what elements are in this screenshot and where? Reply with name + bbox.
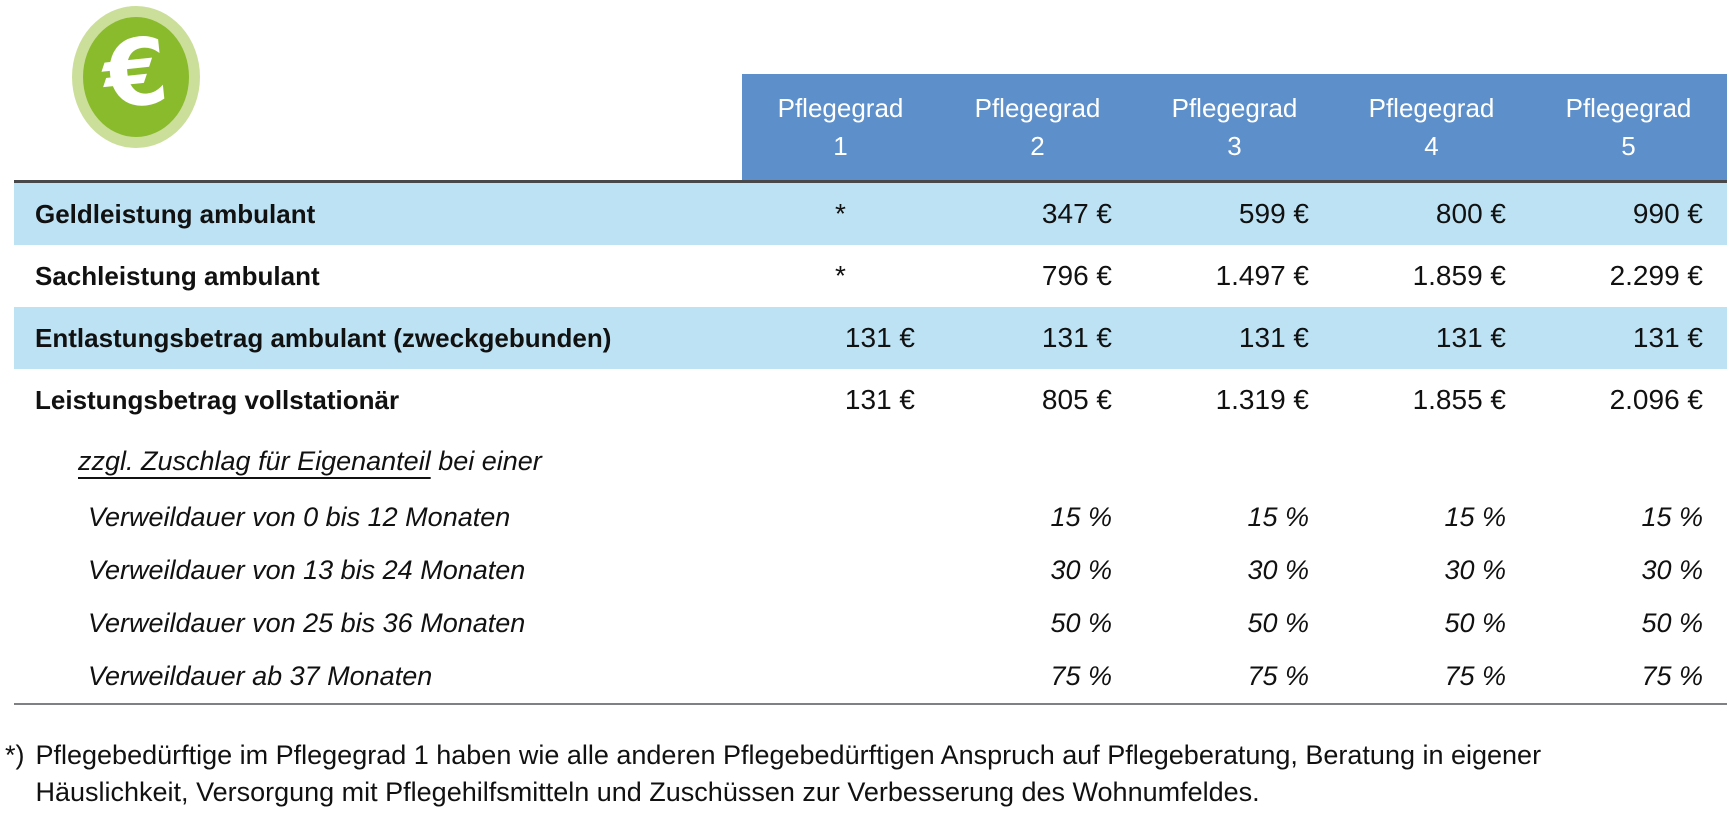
column-header-grade: 1 bbox=[833, 131, 848, 161]
cell-value: 131 € bbox=[844, 322, 915, 353]
cell-value: 30 % bbox=[1444, 555, 1506, 585]
column-header-grade: 4 bbox=[1424, 131, 1439, 161]
footnote-line-1: Pflegebedürftige im Pflegegrad 1 haben w… bbox=[35, 740, 1542, 770]
cell-value: 1.859 € bbox=[1412, 260, 1506, 291]
cell-value: 805 € bbox=[1041, 384, 1112, 415]
row-label: Leistungsbetrag vollstationär bbox=[35, 384, 400, 415]
cell-value: 131 € bbox=[1041, 322, 1112, 353]
euro-coin-inner: € bbox=[83, 17, 189, 137]
cell-value: 15 % bbox=[1444, 502, 1506, 532]
cell-value: * bbox=[835, 260, 846, 291]
column-header-title: Pflegegrad bbox=[1565, 93, 1692, 123]
cell-value: 800 € bbox=[1435, 198, 1506, 229]
column-header-grade: 2 bbox=[1030, 131, 1045, 161]
row-label-underlined: zzgl. Zuschlag für Eigenanteil bbox=[78, 445, 431, 476]
footnote-marker: *) bbox=[5, 740, 25, 770]
table-row-entlastungsbetrag: Entlastungsbetrag ambulant (zweckgebunde… bbox=[14, 307, 1727, 369]
cell-value: 50 % bbox=[1444, 608, 1506, 638]
row-label: Entlastungsbetrag ambulant (zweckgebunde… bbox=[35, 322, 612, 353]
cell-value: 30 % bbox=[1050, 555, 1112, 585]
cell-value: 131 € bbox=[844, 384, 915, 415]
column-header-pflegegrad-4: Pflegegrad 4 bbox=[1333, 74, 1530, 180]
column-header-grade: 5 bbox=[1621, 131, 1636, 161]
column-header-pflegegrad-5: Pflegegrad 5 bbox=[1530, 74, 1727, 180]
column-header-pflegegrad-3: Pflegegrad 3 bbox=[1136, 74, 1333, 180]
euro-coin-icon: € bbox=[72, 6, 200, 148]
column-header-pflegegrad-1: Pflegegrad 1 bbox=[742, 74, 939, 180]
footnote-line-2: Häuslichkeit, Versorgung mit Pflegehilfs… bbox=[35, 777, 1260, 807]
footnote-text: Pflegebedürftige im Pflegegrad 1 haben w… bbox=[36, 737, 1542, 811]
cell-value: 15 % bbox=[1641, 502, 1703, 532]
cell-value: 2.096 € bbox=[1609, 384, 1703, 415]
table-body: Geldleistung ambulant * 347 € 599 € 800 … bbox=[14, 180, 1727, 705]
cell-value: 50 % bbox=[1050, 608, 1112, 638]
column-header-title: Pflegegrad bbox=[1171, 93, 1298, 123]
column-header-pflegegrad-2: Pflegegrad 2 bbox=[939, 74, 1136, 180]
cell-value: 30 % bbox=[1641, 555, 1703, 585]
row-label: Verweildauer ab 37 Monaten bbox=[88, 661, 433, 691]
table-row-verweildauer-13-24: Verweildauer von 13 bis 24 Monaten 30 % … bbox=[14, 544, 1727, 597]
footnote: *) Pflegebedürftige im Pflegegrad 1 habe… bbox=[5, 737, 1725, 811]
cell-value: 75 % bbox=[1444, 661, 1506, 691]
cell-value: 131 € bbox=[1238, 322, 1309, 353]
cell-value: 347 € bbox=[1041, 198, 1112, 229]
table-row-geldleistung: Geldleistung ambulant * 347 € 599 € 800 … bbox=[14, 183, 1727, 245]
cell-value: 75 % bbox=[1050, 661, 1112, 691]
cell-value: 599 € bbox=[1238, 198, 1309, 229]
cell-value: * bbox=[835, 198, 846, 229]
row-label: Verweildauer von 0 bis 12 Monaten bbox=[88, 502, 511, 532]
cell-value: 1.497 € bbox=[1215, 260, 1309, 291]
row-label: Verweildauer von 25 bis 36 Monaten bbox=[88, 608, 526, 638]
row-label: Verweildauer von 13 bis 24 Monaten bbox=[88, 555, 526, 585]
row-label: Geldleistung ambulant bbox=[35, 198, 316, 229]
row-label-rest: bei einer bbox=[430, 445, 542, 476]
cell-value: 131 € bbox=[1435, 322, 1506, 353]
cell-value: 2.299 € bbox=[1609, 260, 1703, 291]
cell-value: 15 % bbox=[1247, 502, 1309, 532]
table-row-verweildauer-25-36: Verweildauer von 25 bis 36 Monaten 50 % … bbox=[14, 597, 1727, 650]
column-header-title: Pflegegrad bbox=[974, 93, 1101, 123]
row-label: Sachleistung ambulant bbox=[35, 260, 320, 291]
column-header-title: Pflegegrad bbox=[777, 93, 904, 123]
cell-value: 50 % bbox=[1247, 608, 1309, 638]
cell-value: 796 € bbox=[1041, 260, 1112, 291]
cell-value: 1.855 € bbox=[1412, 384, 1506, 415]
row-label: zzgl. Zuschlag für Eigenanteil bei einer bbox=[14, 446, 742, 477]
benefits-table: Pflegegrad 1 Pflegegrad 2 Pflegegrad 3 P… bbox=[14, 74, 1727, 705]
table-header-row: Pflegegrad 1 Pflegegrad 2 Pflegegrad 3 P… bbox=[742, 74, 1727, 180]
table-row-verweildauer-0-12: Verweildauer von 0 bis 12 Monaten 15 % 1… bbox=[14, 491, 1727, 544]
table-row-verweildauer-ab-37: Verweildauer ab 37 Monaten 75 % 75 % 75 … bbox=[14, 650, 1727, 703]
cell-value: 75 % bbox=[1247, 661, 1309, 691]
cell-value: 990 € bbox=[1632, 198, 1703, 229]
table-row-sachleistung: Sachleistung ambulant * 796 € 1.497 € 1.… bbox=[14, 245, 1727, 307]
cell-value: 30 % bbox=[1247, 555, 1309, 585]
table-row-leistungsbetrag: Leistungsbetrag vollstationär 131 € 805 … bbox=[14, 369, 1727, 431]
column-header-title: Pflegegrad bbox=[1368, 93, 1495, 123]
column-header-grade: 3 bbox=[1227, 131, 1242, 161]
cell-value: 75 % bbox=[1641, 661, 1703, 691]
cell-value: 1.319 € bbox=[1215, 384, 1309, 415]
cell-value: 50 % bbox=[1641, 608, 1703, 638]
cell-value: 15 % bbox=[1050, 502, 1112, 532]
cell-value: 131 € bbox=[1632, 322, 1703, 353]
table-row-zuschlag-header: zzgl. Zuschlag für Eigenanteil bei einer bbox=[14, 431, 1727, 491]
